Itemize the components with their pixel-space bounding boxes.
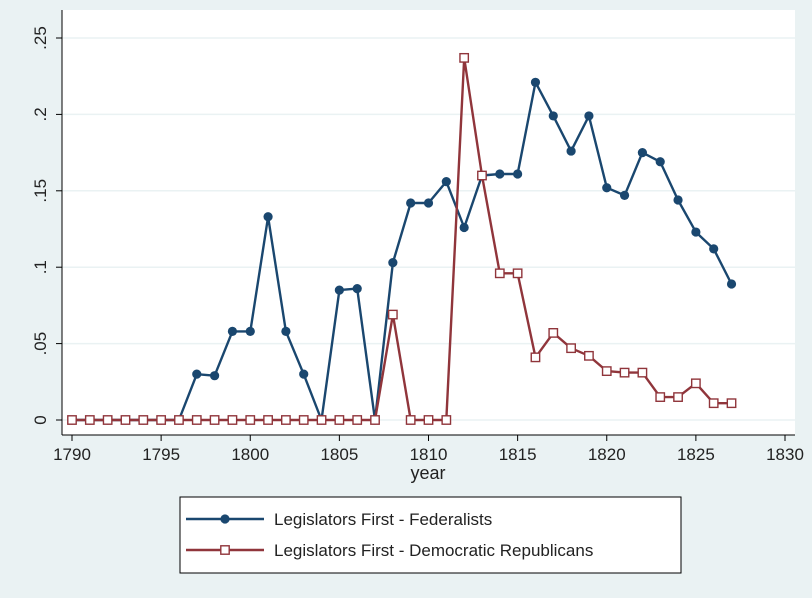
data-point: [406, 198, 416, 208]
data-point: [726, 398, 737, 409]
data-point: [691, 227, 701, 237]
data-point: [513, 169, 523, 179]
data-point: [709, 244, 719, 254]
data-point: [494, 268, 505, 279]
x-tick-label: 1815: [499, 445, 537, 464]
data-point: [708, 398, 719, 409]
data-point: [281, 415, 291, 425]
data-point: [690, 378, 701, 389]
data-point: [352, 283, 362, 294]
x-tick-label: 1790: [53, 445, 91, 464]
data-point: [84, 415, 95, 425]
data-point: [423, 415, 434, 425]
data-point: [441, 177, 451, 187]
data-point: [566, 146, 576, 156]
data-point: [102, 415, 113, 425]
data-point: [530, 77, 541, 87]
data-point: [227, 415, 238, 425]
data-point: [245, 415, 256, 425]
data-point: [191, 415, 202, 425]
x-tick-label: 1825: [677, 445, 715, 464]
data-point: [619, 367, 630, 378]
data-point: [584, 111, 594, 121]
y-tick-label: .25: [31, 26, 50, 50]
data-point: [441, 415, 452, 425]
data-point: [673, 195, 683, 205]
legend-marker: [220, 514, 230, 524]
data-point: [316, 415, 327, 425]
data-point: [370, 415, 380, 425]
data-point: [210, 371, 220, 381]
data-point: [227, 326, 238, 336]
data-point: [281, 326, 291, 336]
x-axis-title: year: [410, 463, 445, 483]
data-point: [120, 415, 131, 425]
legend-label: Legislators First - Democratic Republica…: [274, 541, 593, 560]
data-point: [387, 309, 398, 320]
data-point: [726, 279, 737, 289]
data-point: [459, 222, 469, 233]
data-point: [655, 157, 665, 167]
data-point: [405, 415, 416, 425]
ticks: 0 .05 .1 .15 .2 .25 1790 1795 1800 1805 1810 1815 18…: [31, 26, 804, 464]
legend: Legislators First - Federalists Legislato…: [179, 496, 682, 574]
y-tick-label: .05: [31, 332, 50, 356]
data-point: [138, 415, 149, 425]
data-point: [352, 415, 363, 425]
legend-item: Legislators First - Federalists: [186, 510, 492, 529]
data-point: [192, 369, 202, 379]
data-point: [388, 258, 398, 268]
data-point: [548, 111, 558, 121]
data-point: [299, 369, 309, 379]
data-point: [619, 190, 630, 200]
data-point: [298, 415, 309, 425]
series-2: [67, 52, 737, 425]
y-tick-label: .2: [31, 107, 50, 121]
data-point: [263, 212, 273, 222]
x-tick-label: 1830: [766, 445, 804, 464]
x-tick-label: 1800: [231, 445, 269, 464]
legend-item: Legislators First - Democratic Republica…: [186, 541, 593, 560]
x-tick-label: 1820: [588, 445, 626, 464]
data-point: [530, 352, 541, 363]
data-point: [67, 415, 77, 425]
data-point: [512, 268, 523, 279]
data-point: [477, 170, 487, 181]
legend-marker: [220, 545, 230, 555]
data-point: [655, 392, 666, 402]
data-point: [566, 343, 577, 354]
data-point: [584, 350, 594, 361]
data-point: [334, 415, 345, 425]
data-point: [601, 366, 612, 377]
data-point: [209, 415, 220, 425]
data-point: [673, 392, 683, 402]
data-point: [548, 328, 559, 338]
data-point: [637, 367, 648, 378]
data-point: [245, 326, 255, 336]
plot-area: [62, 10, 795, 435]
x-tick-label: 1795: [142, 445, 180, 464]
data-point: [263, 415, 273, 425]
data-point: [423, 198, 434, 208]
data-point: [637, 148, 648, 158]
data-point: [602, 183, 612, 193]
legend-box: [179, 496, 682, 574]
x-tick-label: 1805: [320, 445, 358, 464]
data-point: [156, 415, 167, 425]
data-point: [334, 285, 344, 295]
x-tick-label: 1810: [410, 445, 448, 464]
data-point: [174, 415, 184, 425]
y-tick-label: .1: [31, 260, 50, 274]
y-tick-label: .15: [31, 179, 50, 203]
legend-label: Legislators First - Federalists: [274, 510, 492, 529]
data-point: [459, 52, 470, 63]
series: [67, 52, 737, 425]
data-point: [495, 169, 505, 179]
y-tick-label: 0: [31, 415, 50, 424]
